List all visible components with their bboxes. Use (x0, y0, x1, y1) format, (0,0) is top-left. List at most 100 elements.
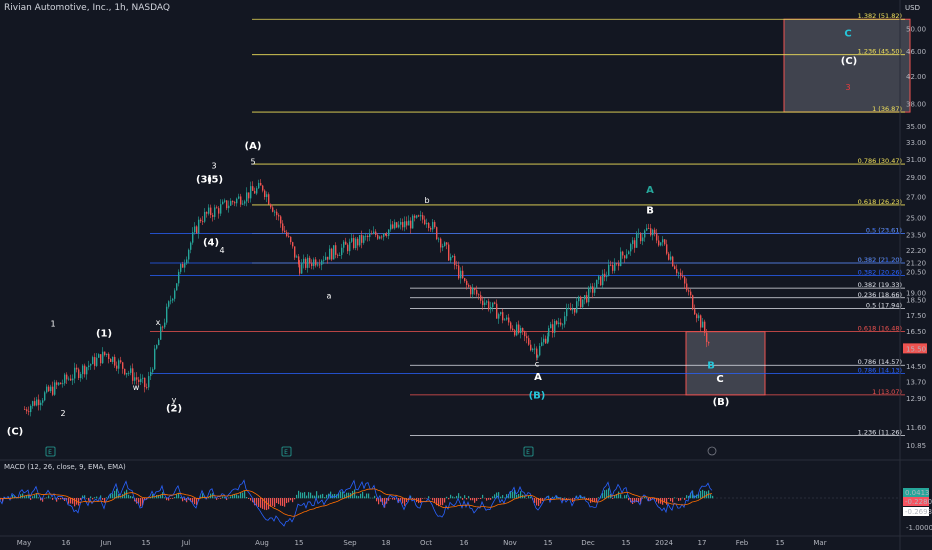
candle-body (676, 269, 678, 274)
candle-body (36, 399, 38, 406)
macd-histogram-bar (152, 494, 154, 499)
candle-body (106, 353, 108, 356)
macd-histogram-bar (710, 494, 712, 499)
wave-label: y (172, 396, 177, 405)
candle-body (646, 228, 648, 231)
macd-histogram-bar (490, 498, 492, 500)
candle-body (381, 236, 383, 238)
macd-histogram-bar (144, 498, 146, 500)
candle-body (702, 321, 704, 328)
x-tick-label: Sep (343, 539, 357, 547)
macd-histogram-bar (346, 492, 348, 499)
x-tick-label: May (17, 539, 31, 547)
candle-body (466, 280, 468, 285)
target-boxes (685, 18, 911, 396)
macd-histogram-bar (464, 495, 466, 499)
x-tick-label: 15 (776, 539, 785, 547)
candle-body (329, 248, 331, 260)
candle-body (654, 229, 656, 234)
candle-body (100, 354, 102, 364)
wave-label: (1) (96, 328, 112, 339)
macd-histogram-bar (40, 498, 42, 501)
macd-histogram-bar (648, 498, 650, 501)
candle-body (162, 326, 164, 328)
macd-histogram-bar (428, 496, 430, 499)
macd-histogram-bar (140, 498, 142, 507)
candle-body (547, 336, 549, 344)
candle-body (534, 348, 536, 350)
macd-histogram-bar (46, 497, 48, 499)
macd-histogram-bar (36, 493, 38, 499)
macd-histogram-bar (244, 491, 246, 499)
macd-histogram-bar (136, 498, 138, 504)
macd-histogram-bar (338, 493, 340, 499)
fib-label: 1 (13.07) (872, 388, 902, 396)
macd-histogram-bar (318, 495, 320, 499)
candle-body (72, 378, 74, 381)
macd-histogram-bar (458, 493, 460, 499)
candle-body (321, 260, 323, 265)
macd-histogram-bar (564, 497, 566, 499)
y-axis: 10.85 11.60 12.90 13.70 14.50 15.50 16.50 17.50… (903, 25, 927, 450)
candle-body (178, 271, 180, 284)
candle-body (652, 229, 654, 236)
candle-body (662, 239, 664, 243)
candle-body (580, 296, 582, 308)
candle-body (278, 215, 280, 217)
candle-body (238, 196, 240, 199)
candle-body (612, 264, 614, 271)
candle-body (632, 240, 634, 245)
y-tick-label: 10.85 (906, 442, 926, 450)
macd-histogram-bar (654, 498, 656, 500)
candle-body (642, 237, 644, 242)
macd-histogram-bar (398, 498, 400, 503)
macd-histogram-bar (606, 489, 608, 499)
macd-histogram-bar (218, 498, 220, 499)
candle-body (64, 374, 66, 384)
candle-body (303, 258, 305, 264)
candle-body (361, 235, 363, 243)
candle-body (510, 322, 512, 329)
candle-body (186, 259, 188, 264)
macd-histogram-bar (524, 495, 526, 499)
candle-body (66, 374, 68, 380)
candle-body (284, 230, 286, 233)
macd-histogram-bar (178, 492, 180, 499)
macd-histogram-bar (74, 498, 76, 507)
macd-histogram-bar (512, 491, 514, 499)
macd-histogram-bar (334, 493, 336, 499)
candle-body (301, 263, 303, 274)
macd-histogram-bar (650, 498, 652, 501)
candle-body (508, 317, 510, 323)
macd-histogram-bar (312, 495, 314, 499)
candle-body (375, 231, 377, 236)
candle-body (333, 245, 335, 260)
candle-body (622, 251, 624, 256)
macd-histogram-bar (404, 498, 406, 506)
y-tick-label: 25.00 (906, 215, 926, 223)
candle-body (436, 227, 438, 240)
candle-body (438, 238, 440, 240)
candle-body (498, 314, 500, 319)
candle-body (422, 215, 424, 220)
candle-body (40, 402, 42, 406)
candle-body (456, 265, 458, 266)
macd-histogram-bar (262, 498, 264, 509)
macd-histogram-bar (292, 498, 294, 503)
candle-body (294, 246, 296, 258)
macd-histogram-bar (118, 494, 120, 499)
macd-histogram-bar (308, 492, 310, 499)
candle-body (428, 223, 430, 228)
macd-histogram-bar (138, 498, 140, 504)
candle-body (674, 266, 676, 270)
macd-histogram-bar (62, 498, 64, 500)
candle-body (128, 372, 130, 374)
candle-body (530, 344, 532, 351)
candle-body (343, 241, 345, 248)
candle-body (341, 247, 343, 256)
candle-body (150, 371, 152, 377)
candle-body (34, 401, 36, 406)
macd-histogram-bar (248, 498, 250, 500)
